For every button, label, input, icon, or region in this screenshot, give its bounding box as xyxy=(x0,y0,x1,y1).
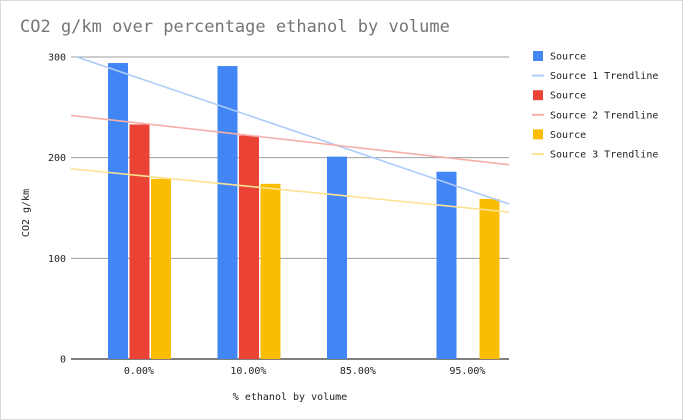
legend-swatch-series-3 xyxy=(533,129,543,140)
bar-s2-0 xyxy=(129,124,150,360)
legend-label-series-1: Source xyxy=(550,52,586,63)
bar-s3-1 xyxy=(260,183,281,359)
trendline-2 xyxy=(71,114,509,166)
legend-label-trendline-2: Source 2 Trendline xyxy=(550,110,658,121)
legend: Source Source 1 Trendline Source Source 2 T… xyxy=(532,51,658,161)
x-tick-label-0: 0.00% xyxy=(124,366,154,377)
x-axis-label: % ethanol by volume xyxy=(233,392,347,403)
legend-label-series-3: Source xyxy=(550,130,586,141)
x-tick-label-3: 95.00% xyxy=(449,366,485,377)
y-tick-label-2: 200 xyxy=(48,153,66,164)
legend-label-trendline-3: Source 3 Trendline xyxy=(550,150,658,161)
bar-s1-1 xyxy=(217,66,238,359)
trendlines xyxy=(71,57,509,213)
bar-s1-3 xyxy=(436,171,457,359)
chart-title: CO2 g/km over percentage ethanol by volu… xyxy=(20,17,450,37)
y-tick-label-1: 100 xyxy=(48,254,66,265)
bar-s1-0 xyxy=(108,63,128,359)
y-tick-label-0: 0 xyxy=(60,355,66,366)
x-tick-label-2: 85.00% xyxy=(340,366,376,377)
x-tick-label-1: 10.00% xyxy=(230,366,266,377)
bars xyxy=(108,63,500,360)
legend-swatch-series-2 xyxy=(533,90,543,101)
trendline-1 xyxy=(74,57,509,205)
tick-labels: 0 100 200 300 0.00% 10.00% 85.00% 95.00% xyxy=(48,53,486,378)
legend-label-series-2: Source xyxy=(550,91,586,102)
bar-s2-1 xyxy=(239,135,259,359)
legend-label-trendline-1: Source 1 Trendline xyxy=(550,71,658,82)
bar-s3-0 xyxy=(151,178,171,359)
y-axis-label: CO2 g/km xyxy=(21,189,32,237)
legend-swatch-series-1 xyxy=(533,51,543,61)
bar-s1-2 xyxy=(327,156,347,359)
bar-s3-3 xyxy=(479,198,500,359)
trendline-3 xyxy=(71,167,509,213)
y-tick-label-3: 300 xyxy=(48,53,66,64)
